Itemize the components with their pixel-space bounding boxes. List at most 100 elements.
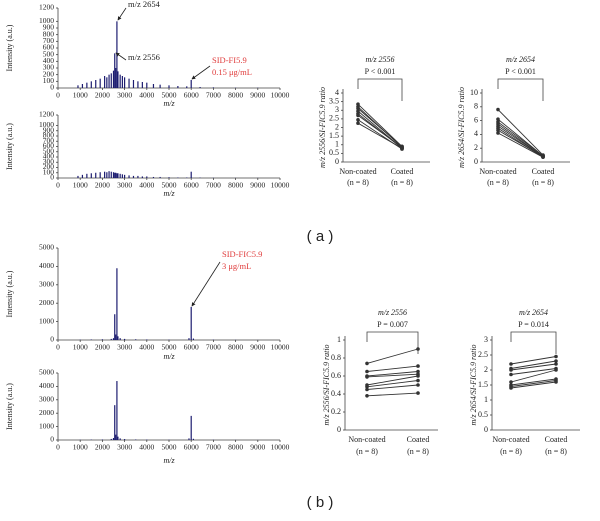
point bbox=[496, 117, 500, 122]
y-tick-label: 1000 bbox=[39, 421, 54, 430]
panel-label: ( b ) bbox=[307, 494, 334, 511]
pair-line bbox=[366, 380, 419, 388]
y-axis-label: Intensity (a.u.) bbox=[5, 24, 14, 71]
x-axis-label: m/z bbox=[163, 189, 175, 198]
point bbox=[496, 128, 500, 133]
y-axis-label: m/z 2654/SI-FIC5.9 ratio bbox=[457, 87, 466, 168]
y-tick-label: 500 bbox=[43, 146, 55, 155]
x-tick-label: 6000 bbox=[184, 91, 199, 100]
y-tick-label: 0 bbox=[337, 425, 341, 434]
annotation: m/z 2654 bbox=[128, 0, 161, 9]
x-tick-label: 6000 bbox=[184, 443, 199, 452]
pair-line bbox=[366, 373, 419, 378]
y-tick-label: 0.5 bbox=[329, 148, 339, 157]
point bbox=[365, 375, 369, 379]
y-tick-label: 300 bbox=[43, 63, 55, 72]
y-tick-label: 10 bbox=[470, 88, 478, 97]
y-tick-label: 900 bbox=[43, 23, 55, 32]
y-tick-label: 1200 bbox=[39, 3, 54, 12]
axis bbox=[57, 115, 280, 179]
x-tick-label: 8000 bbox=[228, 181, 243, 190]
y-tick-label: 3 bbox=[335, 105, 339, 114]
x-tick-sublabel: (n = 8) bbox=[500, 447, 522, 456]
x-tick-label: 1000 bbox=[73, 181, 88, 190]
y-tick-label: 0 bbox=[50, 173, 54, 182]
x-tick-label: 3000 bbox=[117, 443, 132, 452]
pair-line bbox=[366, 375, 419, 386]
y-tick-label: 2 bbox=[474, 143, 478, 152]
arrow bbox=[117, 7, 127, 21]
y-tick-label: 0 bbox=[50, 335, 54, 344]
y-axis-label: m/z 2654/SI-FIC5.9 ratio bbox=[469, 344, 478, 425]
annotation: m/z 2556 bbox=[128, 52, 160, 62]
x-axis-label: m/z bbox=[163, 99, 175, 108]
point bbox=[509, 380, 513, 384]
x-tick-label: 7000 bbox=[206, 91, 221, 100]
x-tick-label: 5000 bbox=[162, 181, 177, 190]
y-tick-label: 3.5 bbox=[329, 96, 339, 105]
point bbox=[496, 131, 500, 135]
y-tick-label: 0 bbox=[484, 425, 488, 434]
pair-line bbox=[366, 365, 419, 372]
y-tick-label: 6 bbox=[474, 115, 478, 124]
pair-line bbox=[510, 368, 557, 375]
point bbox=[496, 107, 500, 112]
p-value: P = 0.014 bbox=[518, 320, 549, 329]
x-tick-label: 9000 bbox=[250, 181, 265, 190]
y-tick-label: 1000 bbox=[39, 120, 54, 129]
x-tick-label: 6000 bbox=[184, 343, 199, 352]
point bbox=[416, 383, 420, 387]
annotation: SID-FIC5.9 bbox=[222, 249, 262, 259]
x-axis-label: m/z bbox=[163, 456, 175, 465]
y-tick-label: 0.2 bbox=[331, 407, 341, 416]
pair-line bbox=[366, 371, 419, 377]
point bbox=[365, 394, 369, 398]
pair-line bbox=[357, 103, 403, 147]
point bbox=[365, 387, 369, 392]
point bbox=[509, 386, 513, 390]
point bbox=[416, 391, 420, 395]
y-tick-label: 600 bbox=[43, 43, 55, 52]
y-tick-label: 800 bbox=[43, 131, 55, 140]
y-tick-label: 0.5 bbox=[478, 410, 488, 419]
x-tick-sublabel: (n = 8) bbox=[487, 178, 509, 187]
x-tick-label: 8000 bbox=[228, 443, 243, 452]
y-tick-label: 800 bbox=[43, 29, 55, 38]
point bbox=[356, 102, 360, 107]
x-tick-label: 5000 bbox=[162, 91, 177, 100]
panel-label: ( a ) bbox=[307, 228, 334, 245]
x-tick-label: 0 bbox=[56, 91, 60, 100]
arrow bbox=[191, 261, 221, 307]
point bbox=[356, 109, 360, 113]
y-tick-label: 1.5 bbox=[478, 380, 488, 389]
p-value: P = 0.007 bbox=[377, 320, 408, 329]
pair-line bbox=[510, 369, 557, 383]
pair-line bbox=[510, 381, 557, 389]
y-tick-label: 4 bbox=[474, 129, 478, 138]
y-tick-label: 4000 bbox=[39, 261, 54, 270]
x-tick-label: 8000 bbox=[228, 91, 243, 100]
y-axis-label: Intensity (a.u.) bbox=[5, 270, 14, 317]
x-tick-sublabel: (n = 8) bbox=[347, 178, 369, 187]
y-tick-label: 0 bbox=[474, 157, 478, 166]
y-tick-label: 700 bbox=[43, 36, 55, 45]
y-tick-label: 900 bbox=[43, 125, 55, 134]
axis bbox=[344, 336, 438, 431]
x-tick-label: 2000 bbox=[95, 343, 110, 352]
x-tick-label: 10000 bbox=[271, 181, 290, 190]
y-tick-label: 2 bbox=[484, 365, 488, 374]
x-tick-label: Non-coated bbox=[339, 167, 376, 176]
y-tick-label: 3000 bbox=[39, 280, 54, 289]
x-tick-label: 3000 bbox=[117, 181, 132, 190]
x-tick-label: 3000 bbox=[117, 343, 132, 352]
x-tick-label: 9000 bbox=[250, 443, 265, 452]
axis bbox=[481, 89, 570, 163]
chart-title: m/z 2556 bbox=[365, 55, 394, 64]
pair-line bbox=[366, 392, 419, 397]
pair-line bbox=[497, 132, 544, 158]
y-tick-label: 2000 bbox=[39, 408, 54, 417]
y-tick-label: 0.8 bbox=[331, 353, 341, 362]
y-tick-label: 3000 bbox=[39, 395, 54, 404]
x-tick-label: 6000 bbox=[184, 181, 199, 190]
